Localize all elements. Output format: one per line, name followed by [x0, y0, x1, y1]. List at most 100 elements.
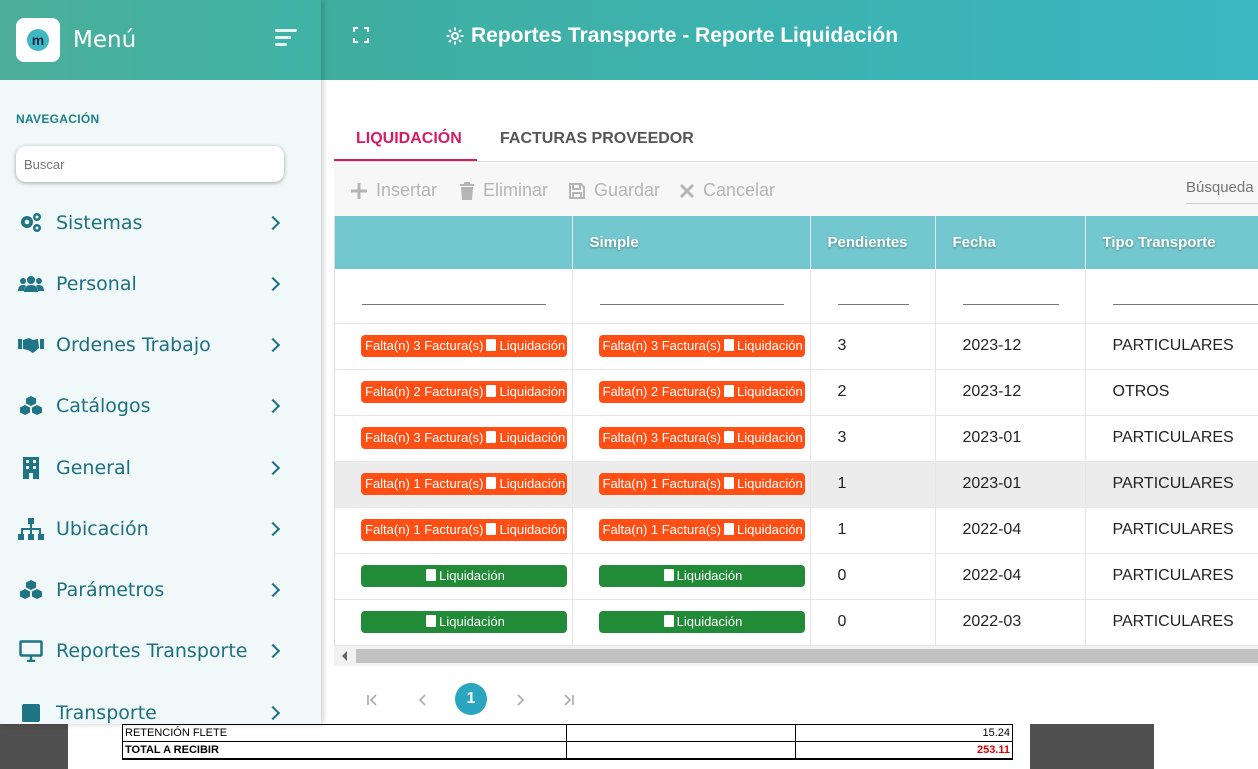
column-header[interactable]	[335, 216, 573, 269]
grid-cell: Falta(n) 1 Factura(s) Liquidación	[572, 461, 811, 508]
sidebar-item-parametros[interactable]: Parámetros	[0, 570, 321, 610]
document-icon	[723, 385, 734, 397]
sidebar-search-input[interactable]	[16, 146, 284, 182]
liquidacion-link-text: Liquidación	[499, 430, 566, 445]
insert-button[interactable]: Insertar	[350, 180, 437, 201]
liquidacion-link-text: Liquidación	[736, 430, 803, 445]
collapse-menu-icon[interactable]	[275, 29, 297, 50]
tab-facturas-proveedor[interactable]: FACTURAS PROVEEDOR	[500, 130, 694, 147]
grid-cell: Falta(n) 3 Factura(s) Liquidación	[572, 323, 811, 370]
liquidacion-link-text: Liquidación	[499, 338, 566, 353]
filter-cell[interactable]	[572, 269, 811, 324]
floppy-icon	[568, 182, 586, 200]
table-row[interactable]: Falta(n) 2 Factura(s) Liquidación Falta(n)…	[335, 369, 1258, 416]
filter-cell[interactable]	[335, 269, 573, 324]
fullscreen-icon[interactable]	[353, 27, 369, 43]
grid-cell: Liquidación	[572, 599, 811, 646]
sidebar-item-ubicacion[interactable]: Ubicación	[0, 509, 321, 549]
trash-icon	[459, 181, 475, 200]
tab-liquidacion[interactable]: LIQUIDACIÓN	[356, 130, 462, 147]
grid-cell: Falta(n) 3 Factura(s) Liquidación	[335, 323, 573, 370]
horizontal-scrollbar[interactable]	[334, 646, 1258, 666]
liquidacion-badge[interactable]: Falta(n) 1 Factura(s) Liquidación	[598, 519, 805, 541]
first-page-icon[interactable]	[360, 687, 386, 713]
table-row[interactable]: Falta(n) 3 Factura(s) Liquidación Falta(n)…	[335, 323, 1258, 370]
table-row[interactable]: Liquidación Liquidación 0 2022-04 PARTICULAR…	[335, 553, 1258, 600]
sidebar-item-sistemas[interactable]: Sistemas	[0, 203, 321, 243]
missing-invoices-text: Falta(n) 1 Factura(s)	[365, 522, 484, 537]
liquidacion-badge[interactable]: Falta(n) 3 Factura(s) Liquidación	[598, 335, 805, 357]
column-header[interactable]: Fecha	[935, 216, 1086, 269]
grid-cell: Falta(n) 1 Factura(s) Liquidación	[572, 507, 811, 554]
save-label: Guardar	[594, 180, 661, 200]
document-blank-cell	[566, 724, 796, 742]
missing-invoices-text: Falta(n) 2 Factura(s)	[365, 384, 484, 399]
liquidacion-badge[interactable]: Falta(n) 1 Factura(s) Liquidación	[598, 473, 805, 495]
fecha-cell: 2023-01	[935, 461, 1086, 508]
liquidacion-badge[interactable]: Falta(n) 3 Factura(s) Liquidación	[361, 427, 567, 449]
last-page-icon[interactable]	[555, 687, 581, 713]
fecha-cell: 2022-04	[935, 507, 1086, 554]
liquidacion-link-text: Liquidación	[676, 568, 743, 583]
table-row[interactable]: Falta(n) 3 Factura(s) Liquidación Falta(n)…	[335, 415, 1258, 462]
scroll-left-arrow-icon[interactable]	[342, 651, 347, 661]
current-page-button[interactable]: 1	[455, 683, 487, 715]
delete-button[interactable]: Eliminar	[459, 180, 548, 201]
grid-search-input[interactable]	[1186, 172, 1258, 204]
liquidacion-badge[interactable]: Falta(n) 2 Factura(s) Liquidación	[361, 381, 567, 403]
table-row[interactable]: Liquidación Liquidación 0 2022-03 PARTICULAR…	[335, 599, 1258, 646]
sidebar-item-catalogos[interactable]: Catálogos	[0, 386, 321, 426]
sidebar-item-ordenes-trabajo[interactable]: Ordenes Trabajo	[0, 325, 321, 365]
viewer-background	[0, 724, 68, 769]
liquidacion-badge[interactable]: Liquidación	[361, 611, 567, 633]
liquidacion-badge[interactable]: Liquidación	[598, 611, 805, 633]
sidebar-item-personal[interactable]: Personal	[0, 264, 321, 304]
liquidacion-badge[interactable]: Falta(n) 3 Factura(s) Liquidación	[361, 335, 567, 357]
cancel-label: Cancelar	[703, 180, 776, 200]
sidebar-item-general[interactable]: General	[0, 448, 321, 488]
table-row[interactable]: Falta(n) 1 Factura(s) Liquidación Falta(n)…	[335, 507, 1258, 554]
liquidacion-badge[interactable]: Falta(n) 3 Factura(s) Liquidación	[598, 427, 805, 449]
filter-cell[interactable]	[810, 269, 936, 324]
chevron-right-icon	[265, 215, 281, 231]
document-row: TOTAL A RECIBIR 253.11	[122, 741, 1013, 760]
save-button[interactable]: Guardar	[568, 180, 660, 201]
sidebar-item-label: Transporte	[56, 702, 157, 724]
column-header[interactable]: Pendientes	[810, 216, 936, 269]
delete-label: Eliminar	[483, 180, 549, 200]
filter-cell[interactable]	[935, 269, 1086, 324]
cancel-button[interactable]: Cancelar	[679, 180, 775, 201]
liquidacion-badge[interactable]: Liquidación	[598, 565, 805, 587]
prev-page-icon[interactable]	[410, 687, 436, 713]
document-preview: RETENCIÓN FLETE 15.24 TOTAL A RECIBIR 25…	[0, 724, 1258, 769]
sidebar-item-transporte[interactable]: Transporte	[0, 693, 321, 724]
document-label: RETENCIÓN FLETE	[122, 724, 567, 742]
filter-cell[interactable]	[1085, 269, 1258, 324]
column-header[interactable]: Tipo Transporte	[1085, 216, 1258, 269]
filter-row	[335, 269, 1258, 324]
pendientes-cell: 0	[810, 599, 936, 646]
pendientes-cell: 0	[810, 553, 936, 600]
scrollbar-thumb[interactable]	[356, 649, 1258, 663]
liquidacion-link-text: Liquidación	[499, 384, 566, 399]
tipo-transporte-cell: PARTICULARES	[1085, 553, 1258, 600]
document-icon	[486, 385, 497, 397]
liquidacion-badge[interactable]: Falta(n) 1 Factura(s) Liquidación	[361, 519, 567, 541]
liquidacion-badge[interactable]: Falta(n) 2 Factura(s) Liquidación	[598, 381, 805, 403]
liquidacion-badge[interactable]: Liquidación	[361, 565, 567, 587]
sidebar: m Menú NAVEGACIÓN Sistemas Personal Ordene…	[0, 0, 321, 724]
table-row[interactable]: Falta(n) 1 Factura(s) Liquidación Falta(n)…	[335, 461, 1258, 508]
sidebar-item-label: Catálogos	[56, 395, 151, 417]
app-logo[interactable]: m	[16, 18, 60, 62]
document-totals-table: RETENCIÓN FLETE 15.24 TOTAL A RECIBIR 25…	[122, 724, 1013, 760]
sidebar-item-label: Personal	[56, 273, 137, 295]
liquidacion-link-text: Liquidación	[499, 476, 566, 491]
column-header[interactable]: Simple	[572, 216, 811, 269]
document-icon	[723, 523, 734, 535]
liquidacion-link-text: Liquidación	[499, 522, 566, 537]
liquidacion-badge[interactable]: Falta(n) 1 Factura(s) Liquidación	[361, 473, 567, 495]
sidebar-item-reportes-transporte[interactable]: Reportes Transporte	[0, 631, 321, 671]
top-header: Reportes Transporte - Reporte Liquidació…	[321, 0, 1258, 80]
close-icon	[679, 183, 695, 199]
next-page-icon[interactable]	[507, 687, 533, 713]
